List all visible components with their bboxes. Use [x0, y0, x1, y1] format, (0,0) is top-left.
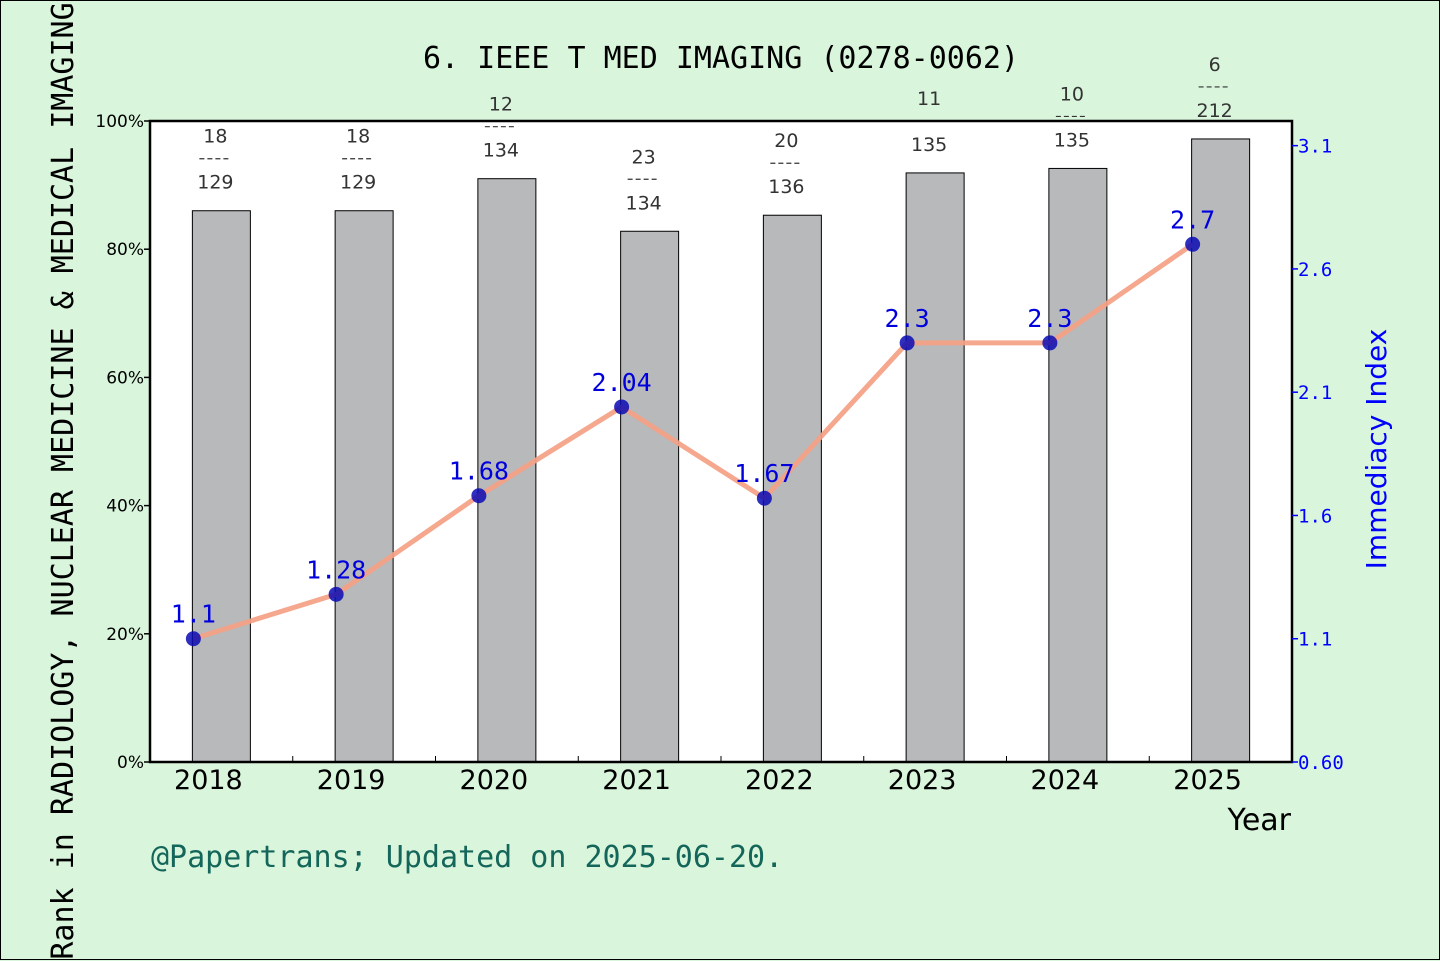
x-tick-label: 2018 — [174, 765, 243, 796]
immediacy-label: 1.1 — [171, 600, 216, 629]
immediacy-label: 1.28 — [306, 555, 366, 584]
immediacy-point — [899, 335, 915, 351]
bar-total-label: 135 — [911, 134, 947, 156]
y-tick-label: 60% — [106, 368, 144, 388]
x-tick-label: 2019 — [317, 765, 386, 796]
x-tick-label: 2022 — [745, 765, 814, 796]
bar-rank-label: 18 — [346, 126, 370, 148]
bar-rank-label: 10 — [1060, 83, 1084, 105]
x-tick-label: 2021 — [602, 765, 671, 796]
y-tick-label: 0% — [117, 753, 144, 773]
immediacy-point — [1185, 236, 1201, 252]
immediacy-label: 1.67 — [734, 459, 794, 488]
immediacy-point — [756, 490, 772, 506]
y-tick-label: 80% — [106, 240, 144, 260]
immediacy-line — [192, 242, 1195, 642]
immediacy-label: 2.3 — [1027, 304, 1072, 333]
bar-total-label: 134 — [625, 192, 661, 214]
immediacy-point — [1042, 335, 1058, 351]
bar-total-label: 129 — [340, 172, 376, 194]
y2-axis-label: Immediacy Index — [1360, 329, 1393, 570]
y2-tick-label: 1.6 — [1298, 505, 1332, 527]
y-tick-label: 100% — [95, 112, 144, 132]
y2-tick-label: 1.1 — [1298, 629, 1332, 651]
chart-title: 6. IEEE T MED IMAGING (0278-0062) — [423, 41, 1019, 76]
bar — [477, 178, 537, 763]
bar — [334, 210, 394, 763]
x-tick-label: 2020 — [460, 765, 529, 796]
bar — [1048, 167, 1108, 763]
bar-rank-label: 6 — [1209, 54, 1221, 76]
y2-tick-label: 2.1 — [1298, 382, 1332, 404]
immediacy-point — [328, 586, 344, 602]
immediacy-point — [471, 488, 487, 504]
bar — [620, 230, 680, 763]
plot-background — [150, 121, 1292, 762]
x-tick-label: 2023 — [888, 765, 957, 796]
plot-area: 18 129 18 129 12 134 23 134 20 136 11 135 10 135 6 212 1… — [95, 54, 1343, 796]
bar — [905, 172, 965, 763]
bar-total-label: 212 — [1196, 100, 1232, 122]
y-axis-label: Rank in RADIOLOGY, NUCLEAR MEDICINE & ME… — [46, 2, 81, 959]
bar-rank-label: 18 — [203, 126, 227, 148]
bar-total-label: 134 — [483, 140, 519, 162]
bar — [191, 210, 251, 763]
y2-tick-label: 2.6 — [1298, 259, 1332, 281]
bar-total-label: 135 — [1054, 129, 1090, 151]
bar-total-label: 136 — [768, 176, 804, 198]
immediacy-point — [614, 399, 630, 415]
immediacy-point — [185, 631, 201, 647]
x-tick-label: 2025 — [1173, 765, 1242, 796]
immediacy-label: 2.04 — [592, 368, 652, 397]
bar-rank-label: 11 — [917, 88, 941, 110]
footer-credit: @Papertrans; Updated on 2025-06-20. — [151, 840, 783, 875]
y-tick-label: 20% — [106, 625, 144, 645]
y2-tick-label: 0.60 — [1298, 752, 1344, 774]
bar-rank-label: 20 — [774, 130, 798, 152]
y-tick-label: 40% — [106, 497, 144, 517]
bar-total-label: 129 — [197, 172, 233, 194]
immediacy-label: 1.68 — [449, 457, 509, 486]
y2-tick-label: 3.1 — [1298, 136, 1332, 158]
x-tick-label: 2024 — [1031, 765, 1100, 796]
x-axis-label: Year — [1226, 803, 1291, 838]
immediacy-label: 2.7 — [1170, 205, 1215, 234]
bar-rank-label: 23 — [632, 146, 656, 168]
immediacy-label: 2.3 — [885, 304, 930, 333]
bar-rank-label: 12 — [489, 94, 513, 116]
